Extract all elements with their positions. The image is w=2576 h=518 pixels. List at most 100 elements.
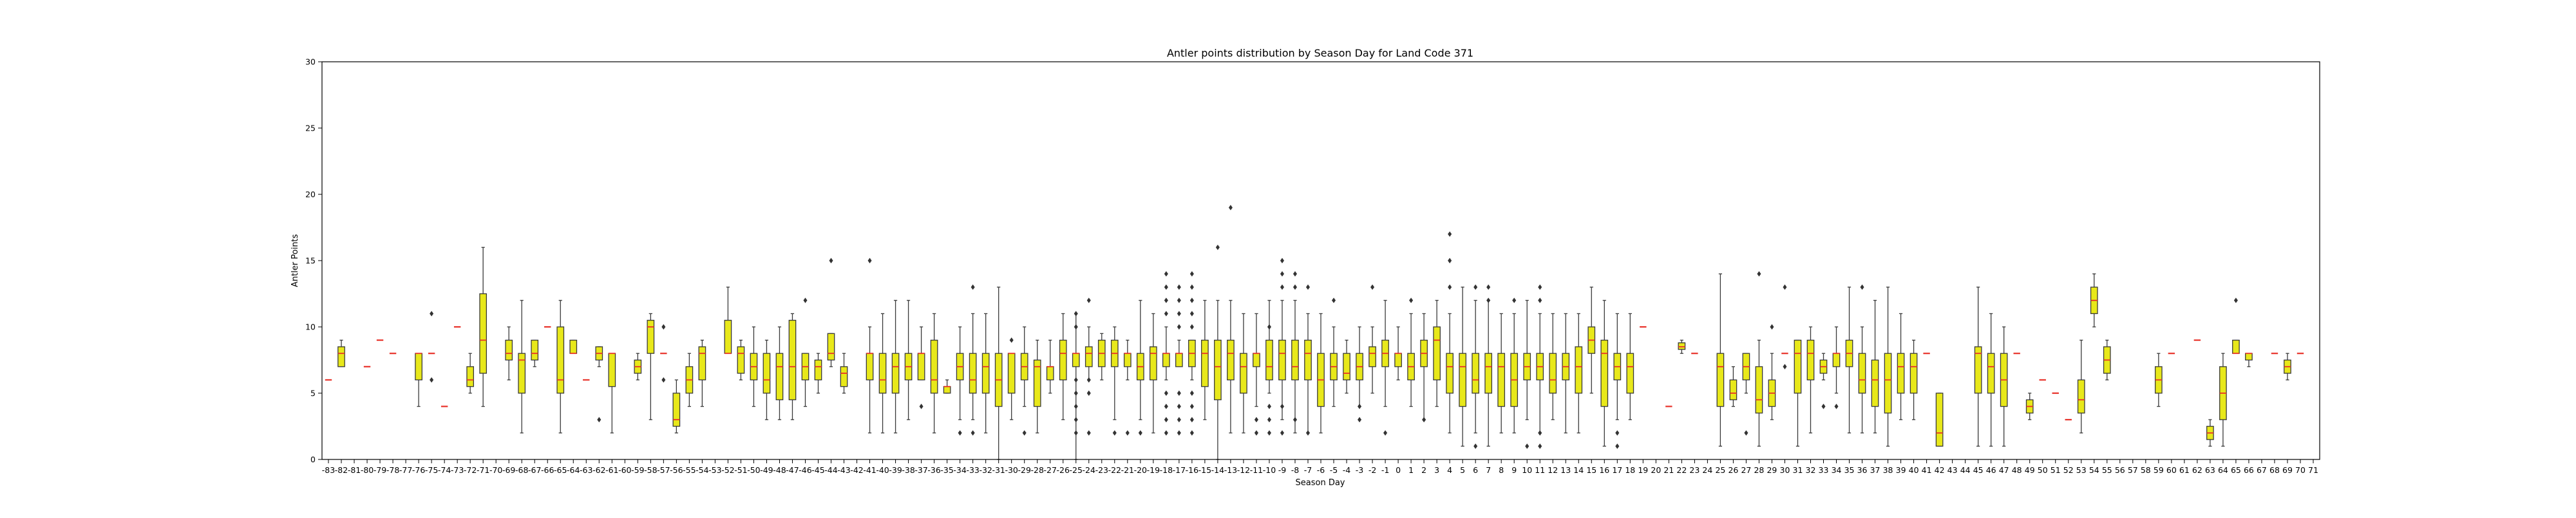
outlier-point xyxy=(1177,430,1181,436)
outlier-point xyxy=(1164,403,1168,409)
box-26 xyxy=(1729,366,1738,407)
outlier-point xyxy=(1293,284,1297,290)
box-13 xyxy=(1562,313,1570,434)
iqr-box xyxy=(466,366,475,387)
box--51 xyxy=(737,339,745,381)
box-1 xyxy=(1407,297,1415,407)
x-tick-label: -26 xyxy=(1057,465,1070,475)
box--75 xyxy=(428,311,435,383)
outlier-point xyxy=(1164,417,1168,423)
iqr-box xyxy=(878,353,887,394)
box--71 xyxy=(479,246,488,407)
outlier-point xyxy=(1783,364,1787,369)
box-8 xyxy=(1497,313,1506,434)
outlier-point xyxy=(1358,403,1362,409)
x-tick-label: 29 xyxy=(1766,465,1777,475)
x-tick-label: -68 xyxy=(515,465,528,475)
box-54 xyxy=(2090,273,2098,328)
x-tick-label: -3 xyxy=(1356,465,1363,475)
box--20 xyxy=(1136,300,1144,436)
box-55 xyxy=(2103,339,2111,381)
x-tick-label: -82 xyxy=(335,465,348,475)
x-tick-label: 42 xyxy=(1935,465,1945,475)
iqr-box xyxy=(788,320,797,400)
x-tick-label: -5 xyxy=(1330,465,1338,475)
box-4 xyxy=(1446,231,1454,434)
x-tick-label: 23 xyxy=(1689,465,1700,475)
x-tick-label: 64 xyxy=(2218,465,2228,475)
box--12 xyxy=(1240,313,1247,434)
box--36 xyxy=(930,313,938,434)
outlier-point xyxy=(1358,417,1362,423)
x-tick-label: 58 xyxy=(2141,465,2151,475)
x-tick-label: -17 xyxy=(1173,465,1186,475)
x-tick-label: -51 xyxy=(734,465,747,475)
x-tick-label: -9 xyxy=(1278,465,1287,475)
x-tick-label: -33 xyxy=(966,465,979,475)
iqr-box xyxy=(1794,339,1802,394)
box-6 xyxy=(1472,284,1480,449)
iqr-box xyxy=(1716,353,1725,407)
iqr-box xyxy=(1884,353,1892,414)
iqr-box xyxy=(1729,379,1738,400)
x-tick-label: -67 xyxy=(528,465,541,475)
box-series xyxy=(325,205,2304,460)
x-tick-label: 33 xyxy=(1819,465,1829,475)
outlier-point xyxy=(1538,284,1542,290)
box--47 xyxy=(788,313,797,420)
x-tick-label: 38 xyxy=(1883,465,1893,475)
x-tick-label: 69 xyxy=(2282,465,2293,475)
box--33 xyxy=(969,284,977,436)
x-tick-label: -45 xyxy=(811,465,824,475)
box--45 xyxy=(814,353,822,394)
x-tick-label: -54 xyxy=(696,465,708,475)
x-tick-label: -70 xyxy=(489,465,502,475)
box--11 xyxy=(1253,313,1260,436)
x-tick-label: -37 xyxy=(914,465,927,475)
x-tick-label: 21 xyxy=(1663,465,1674,475)
box--17 xyxy=(1175,284,1183,436)
x-tick-label: 52 xyxy=(2063,465,2074,475)
box-46 xyxy=(1987,313,1995,447)
box-49 xyxy=(2025,393,2034,420)
iqr-box xyxy=(1909,353,1918,394)
outlier-point xyxy=(1486,284,1491,290)
x-tick-label: 0 xyxy=(1396,465,1401,475)
outlier-point xyxy=(1112,430,1117,436)
box-16 xyxy=(1600,300,1609,447)
box--14 xyxy=(1214,245,1222,460)
x-tick-label: 14 xyxy=(1573,465,1584,475)
outlier-point xyxy=(1280,284,1284,290)
outlier-point xyxy=(1331,297,1336,303)
box--55 xyxy=(685,353,694,407)
iqr-box xyxy=(827,333,835,361)
x-tick-label: -78 xyxy=(386,465,399,475)
iqr-box xyxy=(969,353,977,394)
x-tick-label: 5 xyxy=(1460,465,1465,475)
x-tick-label: -25 xyxy=(1070,465,1083,475)
outlier-point xyxy=(1177,311,1181,317)
x-tick-label: 49 xyxy=(2025,465,2035,475)
iqr-box xyxy=(1484,353,1493,394)
iqr-box xyxy=(569,339,578,354)
outlier-point xyxy=(1525,443,1530,449)
outlier-point xyxy=(1074,377,1078,383)
box-63 xyxy=(2206,419,2214,447)
outlier-point xyxy=(1125,430,1130,436)
outlier-point xyxy=(1860,284,1864,290)
x-tick-label: -46 xyxy=(799,465,811,475)
outlier-point xyxy=(1293,271,1297,277)
box--46 xyxy=(801,297,810,407)
outlier-point xyxy=(1538,430,1542,436)
box--65 xyxy=(556,300,565,434)
outlier-point xyxy=(1615,443,1620,449)
iqr-box xyxy=(814,359,822,381)
x-tick-label: 2 xyxy=(1421,465,1426,475)
x-tick-label: 46 xyxy=(1986,465,1996,475)
outlier-point xyxy=(1189,271,1194,277)
iqr-box xyxy=(1832,353,1841,367)
outlier-point xyxy=(1086,377,1091,383)
iqr-box xyxy=(1240,353,1247,394)
x-tick-label: -35 xyxy=(940,465,953,475)
outlier-point xyxy=(1074,430,1078,436)
